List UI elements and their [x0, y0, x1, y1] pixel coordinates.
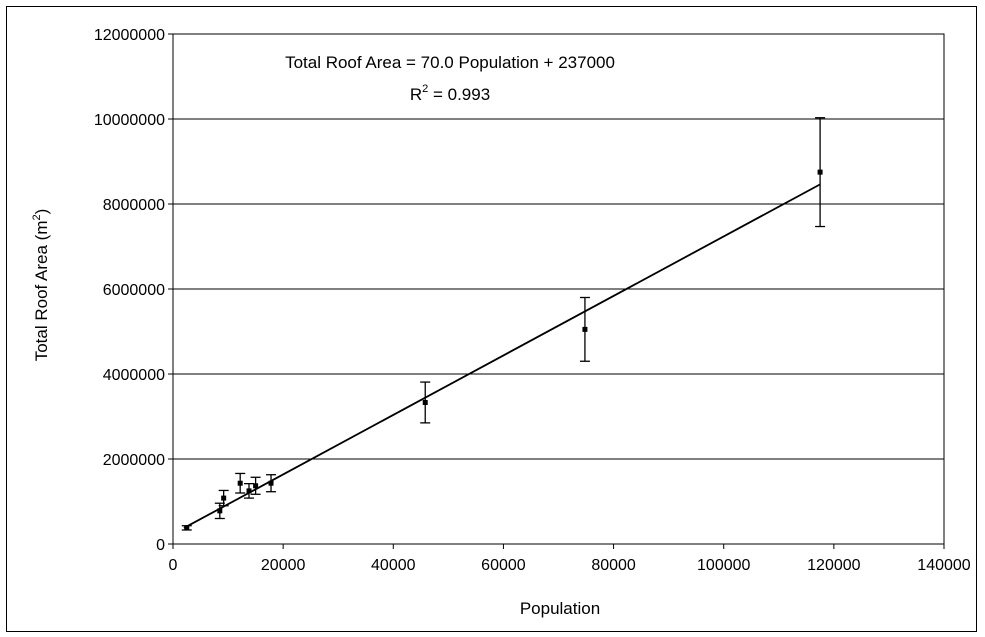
point-marker: [217, 508, 223, 514]
r-squared: R2 = 0.993: [410, 83, 490, 104]
y-axis-title-sup: 2: [31, 214, 43, 220]
r-squared-sup: 2: [422, 83, 428, 95]
data-point: [181, 525, 192, 531]
point-marker: [221, 495, 227, 501]
y-tick-label: 8000000: [103, 197, 165, 214]
y-axis-title: Total Roof Area (m2): [31, 209, 51, 362]
x-axis-title: Population: [520, 599, 600, 618]
y-tick-label: 6000000: [103, 282, 165, 299]
point-marker: [184, 525, 190, 531]
data-point: [420, 381, 431, 424]
y-tick-label: 12000000: [94, 27, 165, 44]
data-points: [181, 117, 826, 531]
y-tick-label: 4000000: [103, 367, 165, 384]
data-point: [579, 296, 590, 362]
r-squared-end: = 0.993: [428, 85, 490, 104]
point-marker: [237, 480, 243, 486]
y-axis-title-main: Total Roof Area (m: [32, 221, 51, 362]
x-tick-label: 0: [169, 557, 178, 574]
data-point: [243, 482, 254, 499]
y-tick-labels: 0 2000000 4000000 6000000 8000000 10000000 120…: [94, 27, 165, 554]
x-tick-label: 100000: [697, 557, 750, 574]
y-tick-label: 0: [156, 537, 165, 554]
chart-frame: [6, 6, 977, 632]
data-point: [250, 476, 261, 495]
axis-tick-marks: [168, 33, 945, 549]
x-tick-label: 140000: [917, 557, 970, 574]
grid-lines: [173, 118, 944, 460]
point-marker: [246, 488, 252, 494]
x-tick-labels: 0 20000 40000 60000 80000 100000 120000 140000: [169, 557, 971, 574]
x-tick-label: 80000: [591, 557, 636, 574]
point-marker: [582, 326, 588, 332]
trend-line: [183, 183, 821, 529]
x-tick-label: 60000: [481, 557, 526, 574]
x-tick-label: 20000: [261, 557, 306, 574]
data-point: [218, 489, 229, 507]
regression-equation: Total Roof Area = 70.0 Population + 2370…: [285, 53, 615, 72]
data-point: [235, 472, 246, 494]
y-tick-label: 2000000: [103, 452, 165, 469]
r-squared-main: R: [410, 85, 422, 104]
x-tick-label: 120000: [807, 557, 860, 574]
data-point: [815, 117, 826, 228]
point-marker: [268, 480, 274, 486]
x-tick-label: 40000: [371, 557, 416, 574]
point-marker: [422, 399, 428, 405]
data-point: [266, 474, 277, 493]
point-marker: [253, 483, 259, 489]
y-tick-label: 10000000: [94, 112, 165, 129]
y-axis-title-end: ): [32, 209, 51, 215]
point-marker: [817, 169, 823, 175]
